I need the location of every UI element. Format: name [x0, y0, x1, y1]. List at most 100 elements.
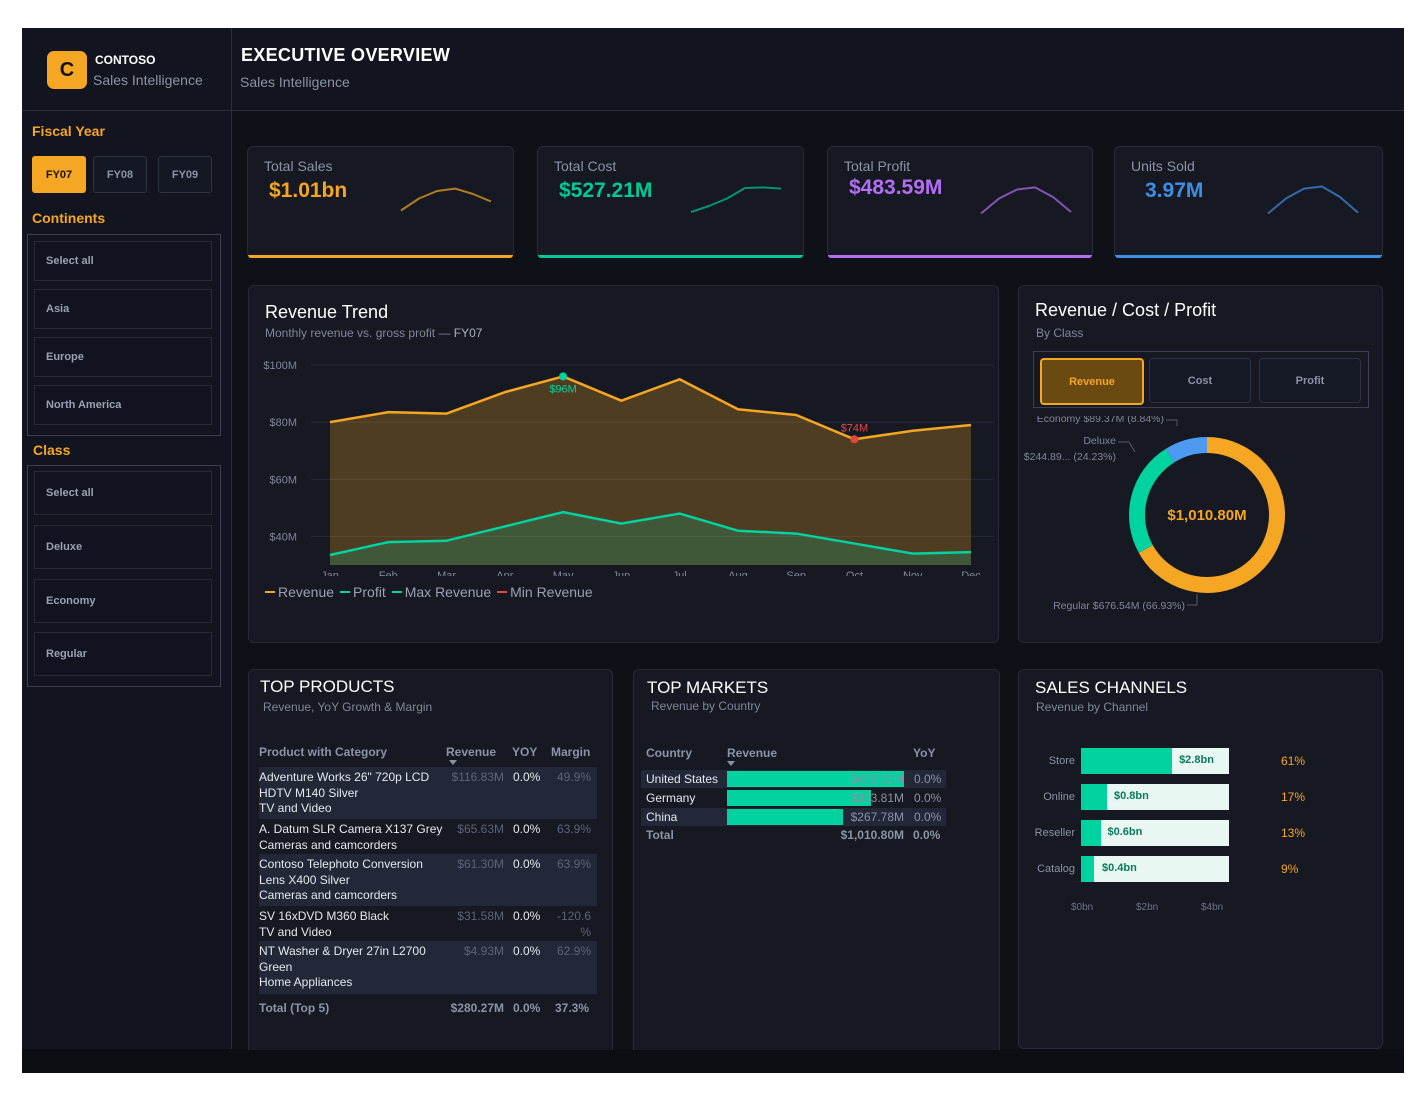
series-line-profit [329, 510, 972, 557]
channel-percent: 17% [1281, 790, 1306, 804]
product-line: Cameras and camcorders [259, 888, 398, 902]
table-row[interactable]: SV 16xDVD M360 Black TV and Video $31.58M 0… [259, 906, 597, 941]
donut-slice-deluxe [1129, 448, 1175, 553]
channel-label: Online [1043, 791, 1075, 803]
channel-value-label: $0.4bn [1102, 862, 1137, 874]
table-row[interactable]: United States $409.21M 0.0% [641, 770, 946, 788]
channel-label: Store [1048, 755, 1075, 767]
kpi-accent-bar [828, 255, 1092, 258]
table-row[interactable]: A. Datum SLR Camera X137 Grey Cameras and… [259, 819, 597, 854]
total-margin: 37.3% [554, 1001, 589, 1015]
continent-select-all[interactable]: Select all [34, 241, 212, 281]
channel-percent: 61% [1281, 754, 1306, 768]
table-row[interactable]: Contoso Telephoto Conversion Lens X400 Si… [259, 854, 597, 906]
table-row[interactable]: Adventure Works 26" 720p LCD HDTV M140 Si… [259, 767, 597, 819]
y-tick-label: $80M [269, 417, 297, 429]
donut-slice-regular [1138, 437, 1285, 593]
kpi-accent-bar [538, 255, 803, 258]
class-slicer: Select all Deluxe Economy Regular [27, 465, 221, 687]
donut-leader-economy [1166, 419, 1178, 426]
x-tick-label: Feb [379, 570, 398, 576]
margin-cell: 62.9% [556, 944, 591, 958]
class-economy[interactable]: Economy [34, 579, 212, 623]
product-line: NT Washer & Dryer 27in L2700 [259, 944, 426, 958]
margin-cell: 49.9% [556, 770, 591, 784]
legend-item-profit: Profit [340, 584, 386, 600]
x-axis-tick-label: $0bn [1071, 902, 1094, 913]
product-line: A. Datum SLR Camera X137 Grey [259, 822, 443, 836]
class-regular[interactable]: Regular [34, 632, 212, 676]
continents-title: Continents [32, 210, 106, 226]
yoy-cell: 0.0% [914, 810, 942, 824]
channel-bar-fill [1081, 784, 1108, 810]
class-deluxe[interactable]: Deluxe [34, 525, 212, 569]
tab-revenue[interactable]: Revenue [1040, 358, 1144, 405]
x-tick-label: Nov [903, 570, 923, 576]
product-name-cell: A. Datum SLR Camera X137 Grey Cameras and… [259, 822, 442, 853]
yoy-cell: 0.0% [513, 857, 541, 871]
yoy-cell: 0.0% [513, 909, 541, 923]
tab-profit[interactable]: Profit [1259, 358, 1361, 403]
channel-value-label: $0.6bn [1107, 826, 1143, 838]
sales-channels-title: SALES CHANNELS [1035, 678, 1188, 697]
column-header-yoy[interactable]: YoY [913, 746, 936, 760]
margin-cell: 63.9% [556, 857, 591, 871]
column-header-margin[interactable]: Margin [551, 745, 591, 759]
brand-name: CONTOSO [95, 53, 156, 67]
markets-total-label: Total [646, 828, 674, 842]
class-donut-chart: $1,010.80M Economy $89.37M (8.84%) Deluxe $… [1024, 416, 1285, 612]
channel-bar[interactable]: $0.8bn [1081, 784, 1229, 810]
x-tick-label: Jan [321, 570, 339, 576]
channel-value-label: $2.8bn [1179, 754, 1214, 766]
continent-north-america[interactable]: North America [34, 385, 212, 425]
series-line-revenue [329, 375, 972, 441]
x-tick-label: May [553, 570, 574, 576]
table-row[interactable]: Germany $333.81M 0.0% [641, 789, 946, 807]
yoy-cell: 0.0% [513, 944, 541, 958]
rcp-title: Revenue / Cost / Profit [1035, 300, 1217, 320]
x-tick-label: Sep [786, 570, 806, 576]
x-tick-label: Aug [728, 570, 748, 576]
tab-cost[interactable]: Cost [1149, 358, 1251, 403]
fy-button-fy09[interactable]: FY09 [158, 156, 212, 193]
donut-leader-deluxe [1118, 441, 1136, 453]
table-row[interactable]: NT Washer & Dryer 27in L2700 Green Home Ap… [259, 941, 597, 994]
top-markets-title: TOP MARKETS [647, 678, 769, 697]
legend-swatch-icon [340, 591, 351, 593]
column-header-revenue[interactable]: Revenue [727, 746, 778, 760]
sales-channels-bars: Store $2.8bn 61% Online $0.8bn 17% Reseller $0.… [1019, 670, 1382, 1048]
fy-button-fy08[interactable]: FY08 [93, 156, 147, 193]
table-row[interactable]: China $267.78M 0.0% [641, 808, 946, 826]
rcp-subtitle: By Class [1036, 326, 1084, 340]
y-tick-label: $60M [269, 474, 297, 486]
kpi-label: Total Profit [844, 158, 911, 174]
fy-button-fy07[interactable]: FY07 [32, 156, 86, 193]
revenue-bar [727, 771, 904, 787]
column-header-country[interactable]: Country [646, 746, 692, 760]
channel-bar[interactable]: $0.4bn [1081, 856, 1229, 882]
continent-asia[interactable]: Asia [34, 289, 212, 329]
revenue-trend-title: Revenue Trend [265, 302, 389, 322]
continent-europe[interactable]: Europe [34, 337, 212, 377]
channel-bar[interactable]: $0.6bn [1081, 820, 1229, 846]
column-header-product[interactable]: Product with Category [259, 745, 388, 759]
sort-desc-icon [727, 761, 735, 766]
channel-bar-fill [1081, 748, 1173, 774]
product-line: Cameras and camcorders [259, 837, 398, 852]
contoso-logo: C [47, 51, 87, 89]
column-header-revenue[interactable]: Revenue [446, 745, 497, 759]
channel-bar[interactable]: $2.8bn [1081, 748, 1229, 774]
x-tick-label: Oct [846, 570, 863, 576]
revenue-bar [727, 790, 872, 806]
total-yoy: 0.0% [513, 1001, 541, 1015]
margin-cell: 63.9% [556, 822, 591, 836]
column-header-yoy[interactable]: YOY [512, 745, 538, 759]
legend-item-min-revenue: Min Revenue [497, 584, 593, 600]
channel-bar-fill [1081, 856, 1094, 882]
legend-swatch-icon [265, 591, 275, 593]
product-line: TV and Video [259, 801, 332, 815]
class-select-all[interactable]: Select all [34, 471, 212, 515]
max-revenue-marker [559, 372, 568, 381]
sparkline-line [400, 187, 492, 212]
revenue-trend-card: Revenue Trend Monthly revenue vs. gross … [248, 285, 999, 643]
